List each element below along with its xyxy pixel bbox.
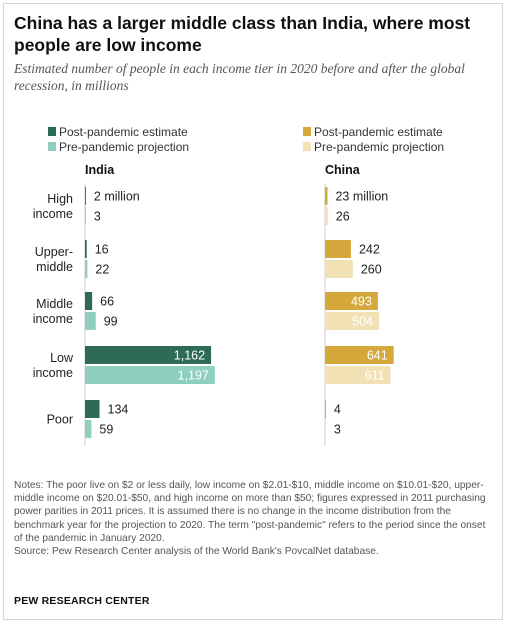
bar-china — [325, 312, 380, 330]
data-label-india: 1,197 — [178, 369, 209, 383]
category-label: Upper- — [35, 245, 73, 259]
bar-china — [325, 346, 394, 364]
data-label-india: 22 — [95, 263, 109, 277]
category-label: High — [47, 192, 73, 206]
data-label-india: 99 — [104, 315, 118, 329]
chart-subtitle: Estimated number of people in each incom… — [14, 61, 465, 93]
category-label: middle — [36, 260, 73, 274]
category-label: income — [33, 366, 73, 380]
legend-swatch-china — [303, 142, 311, 151]
chart-frame — [3, 3, 503, 620]
panel-title-china: China — [325, 163, 361, 177]
data-label-india: 3 — [94, 210, 101, 224]
bar-china — [325, 207, 328, 225]
data-label-india: 1,162 — [174, 349, 205, 363]
data-label-china: 3 — [334, 423, 341, 437]
data-label-india: 66 — [100, 295, 114, 309]
category-label: income — [33, 312, 73, 326]
category-label: Middle — [36, 297, 73, 311]
bar-india — [85, 260, 88, 278]
bar-india — [85, 346, 212, 364]
category-label: Low — [50, 351, 74, 365]
notes-text: Notes: The poor live on $2 or less daily… — [14, 480, 486, 544]
bar-china — [325, 292, 378, 310]
bar-india — [85, 207, 86, 225]
bar-india — [85, 312, 96, 330]
bar-india — [85, 240, 87, 258]
legend-swatch-india — [48, 142, 56, 151]
bar-india — [85, 400, 100, 418]
data-label-india: 2 million — [94, 190, 140, 204]
bar-china — [325, 420, 326, 438]
category-label: income — [33, 207, 73, 221]
legend-label-china: Pre-pandemic projection — [314, 140, 444, 154]
data-label-china: 4 — [334, 403, 341, 417]
data-label-china: 641 — [367, 349, 388, 363]
data-label-china: 504 — [352, 315, 373, 329]
legend-swatch-india — [48, 127, 56, 136]
bar-india — [85, 187, 86, 205]
bar-india — [85, 420, 92, 438]
data-label-china: 611 — [365, 369, 385, 383]
chart-title: China has a larger middle class than Ind… — [14, 13, 471, 55]
legend-swatch-china — [303, 127, 311, 136]
data-label-china: 23 million — [335, 190, 388, 204]
bar-china — [325, 400, 326, 418]
bar-china — [325, 187, 328, 205]
bar-china — [325, 260, 353, 278]
data-label-india: 16 — [95, 243, 109, 257]
bar-china — [325, 366, 391, 384]
notes-block: Notes: The poor live on $2 or less daily… — [14, 479, 496, 558]
legend-label-china: Post-pandemic estimate — [314, 125, 443, 139]
data-label-china: 26 — [336, 210, 350, 224]
bar-india — [85, 292, 93, 310]
bar-india — [85, 366, 215, 384]
data-label-india: 59 — [99, 423, 113, 437]
panel-title-india: India — [85, 163, 115, 177]
data-label-china: 493 — [351, 295, 372, 309]
legend-label-india: Pre-pandemic projection — [59, 140, 189, 154]
bar-china — [325, 240, 351, 258]
data-label-india: 134 — [108, 403, 129, 417]
organization-name: PEW RESEARCH CENTER — [14, 595, 150, 607]
source-text: Source: Pew Research Center analysis of … — [14, 546, 379, 558]
data-label-china: 242 — [359, 243, 380, 257]
category-label: Poor — [47, 413, 73, 427]
legend-label-india: Post-pandemic estimate — [59, 125, 188, 139]
data-label-china: 260 — [361, 263, 382, 277]
